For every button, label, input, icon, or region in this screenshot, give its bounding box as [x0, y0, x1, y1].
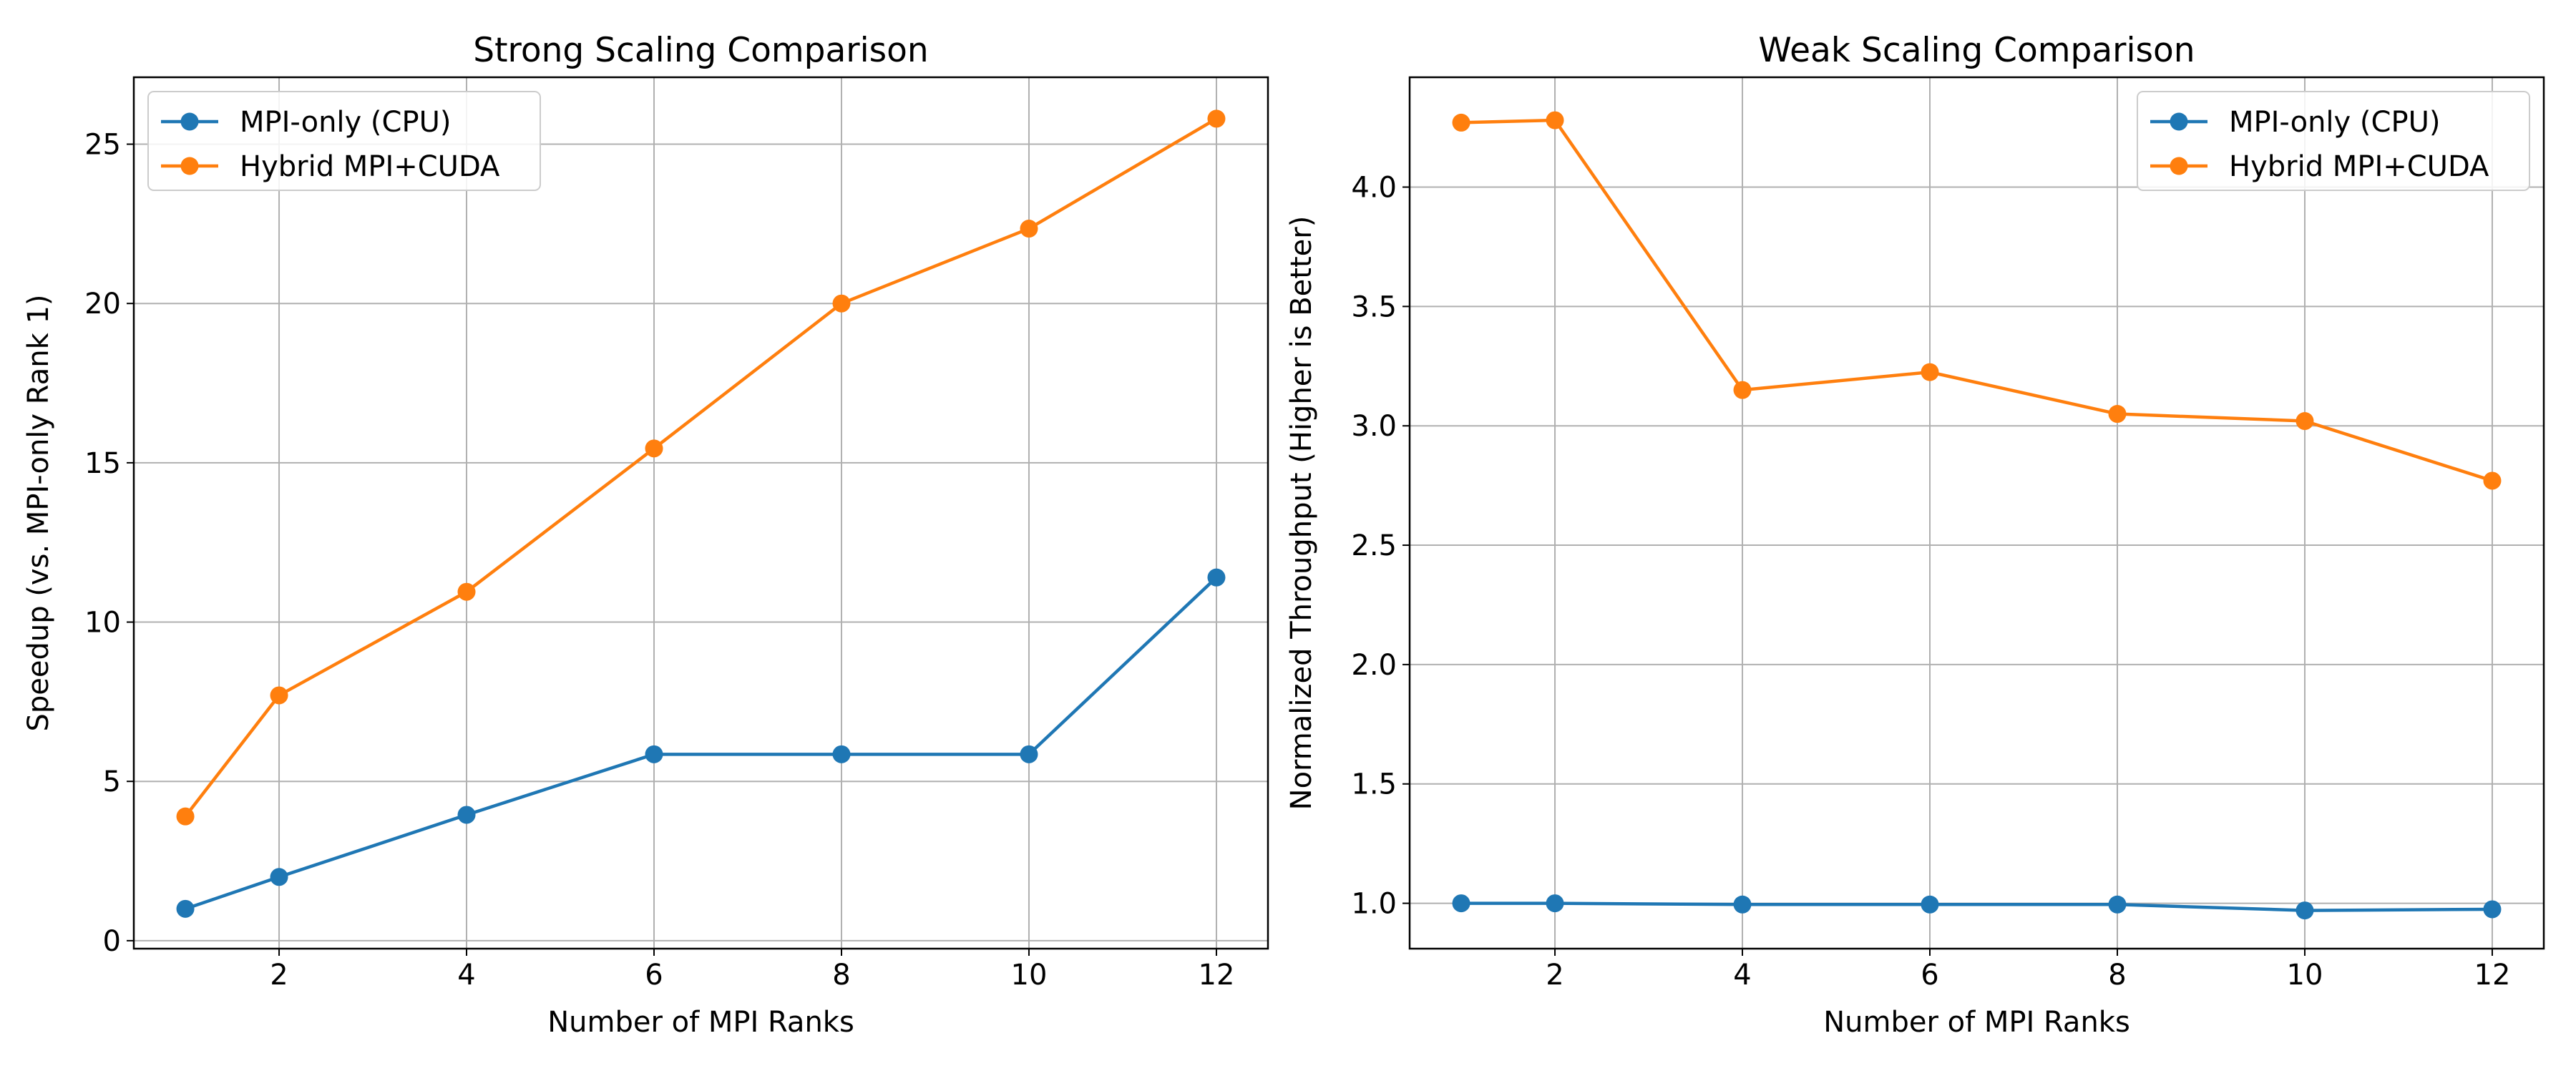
y-tick-label: 1.5 [1351, 768, 1397, 801]
x-tick-label: 4 [457, 959, 475, 992]
legend-box [147, 91, 541, 191]
series-line-hybrid [184, 117, 1218, 818]
legend-box [2137, 91, 2530, 191]
y-tick-label: 5 [103, 766, 121, 798]
legend-label: MPI-only (CPU) [240, 106, 451, 139]
axes-frame [132, 76, 1269, 950]
y-tick-label: 2.0 [1351, 649, 1397, 682]
legend-marker [2170, 157, 2188, 175]
legend-marker [2170, 112, 2188, 131]
x-tick-label: 8 [2108, 959, 2126, 992]
x-tick-label: 12 [2474, 959, 2511, 992]
subplot-weak: 2 4 6 8 10 12 1.0 1.5 2.0 2.5 3.0 3.5 4.0 Weak Scalin… [1285, 31, 2545, 1039]
x-tick-label: 6 [1921, 959, 1938, 992]
data-point [832, 745, 851, 763]
series-line-mpi-only [185, 576, 1218, 911]
data-point [457, 806, 476, 824]
legend-marker [180, 157, 199, 175]
subplot-strong: 2 4 6 8 10 12 0 5 10 15 20 25 Strong Scaling Compari… [22, 31, 1269, 1039]
legend-marker [180, 112, 199, 131]
y-tick-label: 10 [84, 607, 121, 640]
data-point [2483, 471, 2502, 490]
data-point [1020, 745, 1038, 763]
data-point [176, 807, 195, 826]
data-point [1207, 109, 1226, 128]
data-point [1921, 363, 1939, 381]
x-tick-label: 4 [1733, 959, 1751, 992]
x-tick-label: 8 [832, 959, 850, 992]
axes-frame [1408, 76, 2545, 950]
data-point [2108, 895, 2127, 914]
y-axis-label: Speedup (vs. MPI-only Rank 1) [22, 294, 55, 731]
x-tick-label: 10 [2287, 959, 2323, 992]
data-point [2108, 405, 2127, 424]
x-axis-label: Number of MPI Ranks [1823, 1006, 2130, 1039]
data-point [1020, 220, 1038, 238]
x-tick-label: 2 [270, 959, 288, 992]
data-point [2483, 900, 2502, 919]
y-tick-label: 15 [84, 447, 121, 480]
y-tick-label: 25 [84, 129, 121, 162]
x-tick-label: 6 [645, 959, 663, 992]
y-tick-label: 2.5 [1351, 529, 1397, 562]
data-point [2296, 412, 2314, 431]
legend-label: MPI-only (CPU) [2229, 106, 2440, 139]
data-point [270, 868, 288, 886]
data-point [645, 745, 663, 763]
data-point [1546, 894, 1564, 913]
x-tick-label: 10 [1011, 959, 1048, 992]
x-axis-label: Number of MPI Ranks [547, 1006, 854, 1039]
legend-label: Hybrid MPI+CUDA [240, 150, 500, 183]
data-point [457, 582, 476, 601]
data-point [1207, 568, 1226, 587]
y-tick-label: 20 [84, 288, 121, 321]
x-tick-label: 2 [1546, 959, 1563, 992]
data-point [645, 439, 663, 458]
y-tick-label: 4.0 [1351, 172, 1397, 205]
data-point [2296, 901, 2314, 920]
data-point [1452, 894, 1470, 913]
x-tick-label: 12 [1199, 959, 1235, 992]
data-point [1733, 381, 1752, 399]
legend: MPI-only (CPU) Hybrid MPI+CUDA [2137, 91, 2530, 191]
chart-title: Strong Scaling Comparison [473, 31, 928, 70]
y-axis-label: Normalized Throughput (Higher is Better) [1285, 216, 1318, 811]
data-point [832, 294, 851, 313]
data-point [1733, 895, 1752, 914]
data-point [1546, 111, 1564, 129]
data-point [270, 686, 288, 705]
legend-label: Hybrid MPI+CUDA [2229, 150, 2489, 183]
data-point [1921, 895, 1939, 914]
legend: MPI-only (CPU) Hybrid MPI+CUDA [147, 91, 541, 191]
chart-title: Weak Scaling Comparison [1758, 31, 2195, 70]
data-point [176, 899, 195, 918]
data-point [1452, 113, 1470, 132]
y-tick-label: 1.0 [1351, 888, 1397, 921]
y-tick-label: 0 [103, 925, 121, 958]
series-line-mpi-only [1461, 901, 2492, 912]
y-tick-label: 3.5 [1351, 290, 1397, 323]
y-tick-label: 3.0 [1351, 410, 1397, 443]
